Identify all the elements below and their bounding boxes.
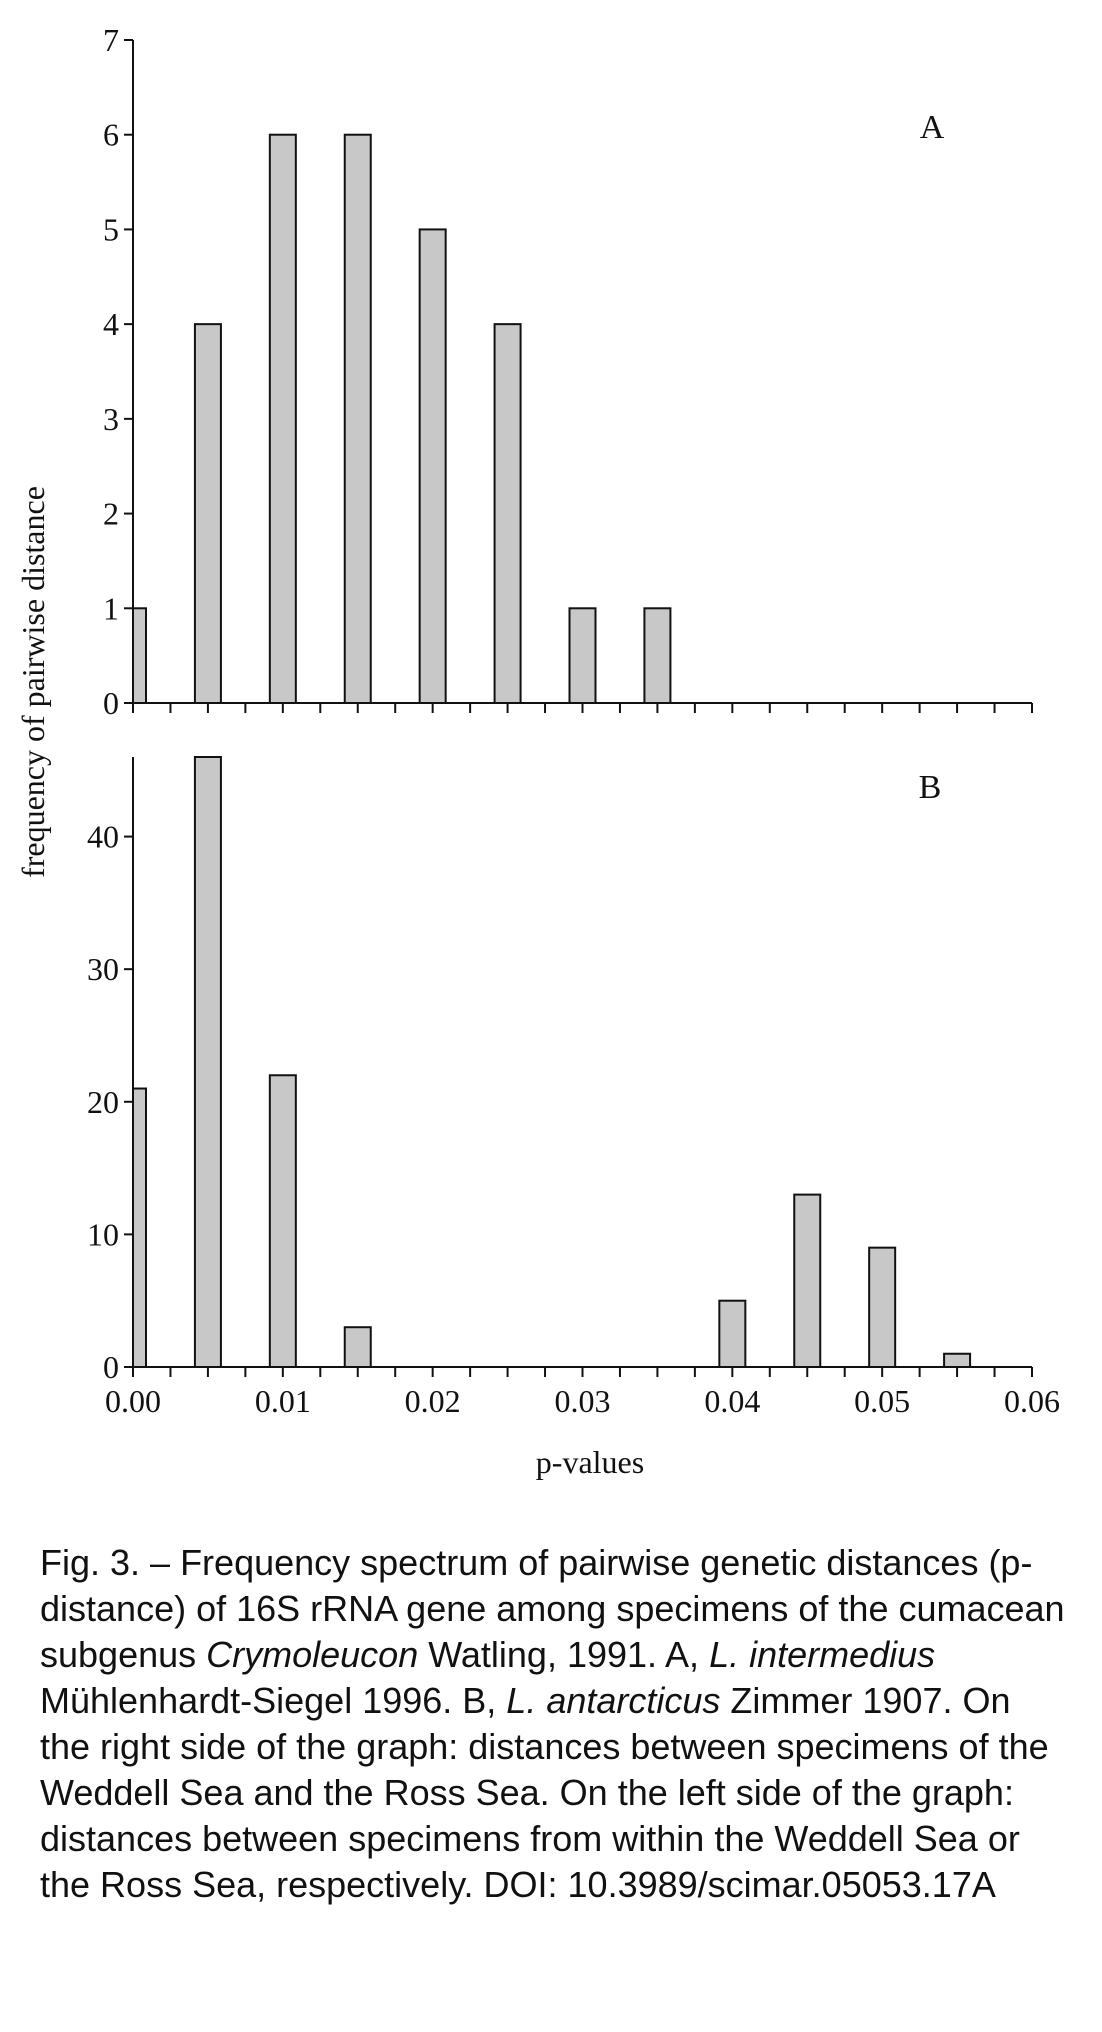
y-tick-label: 5 bbox=[103, 211, 119, 247]
x-tick-label: 0.06 bbox=[1004, 1383, 1060, 1419]
bar bbox=[132, 607, 147, 704]
y-axis-label: frequency of pairwise distance bbox=[15, 486, 51, 878]
y-tick-label: 40 bbox=[87, 819, 119, 855]
bar bbox=[793, 1193, 822, 1368]
x-tick-label: 0.01 bbox=[255, 1383, 311, 1419]
caption-genus: Crymoleucon bbox=[206, 1634, 419, 1675]
x-tick-label: 0.00 bbox=[105, 1383, 161, 1419]
bar bbox=[268, 133, 297, 704]
bar bbox=[193, 323, 222, 704]
panel-letter: B bbox=[919, 769, 942, 806]
y-tick-label: 2 bbox=[103, 496, 119, 532]
bar bbox=[132, 1087, 147, 1368]
bar bbox=[643, 607, 672, 704]
caption-species-b: L. antarcticus bbox=[506, 1680, 721, 1721]
y-tick-label: 0 bbox=[103, 685, 119, 721]
bar bbox=[343, 1326, 372, 1369]
caption-text: Watling, 1991. A, bbox=[418, 1634, 710, 1675]
x-axis-label: p-values bbox=[536, 1444, 644, 1480]
caption-text: Zimmer 1907. On the right side of the gr… bbox=[40, 1680, 1049, 1905]
bar bbox=[493, 323, 522, 704]
bar bbox=[193, 756, 222, 1368]
caption-text: Mühlenhardt-Siegel 1996. B, bbox=[40, 1680, 507, 1721]
figure-caption: Fig. 3. – Frequency spectrum of pairwise… bbox=[40, 1540, 1070, 1908]
y-tick-label: 3 bbox=[103, 401, 119, 437]
panel-letter: A bbox=[920, 109, 945, 146]
y-tick-label: 7 bbox=[103, 22, 119, 58]
x-tick-label: 0.05 bbox=[854, 1383, 910, 1419]
y-tick-label: 20 bbox=[87, 1084, 119, 1120]
bar bbox=[718, 1299, 747, 1369]
bar bbox=[343, 133, 372, 704]
bar bbox=[568, 607, 597, 704]
x-tick-label: 0.04 bbox=[704, 1383, 760, 1419]
panel-a: 0 1 2 3 4 5 6 7 A bbox=[103, 22, 1033, 721]
x-tick-label: 0.03 bbox=[555, 1383, 611, 1419]
caption-text: Fig. 3. – Frequency spectrum of pairwise… bbox=[40, 1542, 1065, 1675]
y-tick-label: 1 bbox=[103, 590, 119, 626]
panel-b: 0 10 20 30 40 0.00 0.01 0.02 0.03 0.04 0.05 0.06 B bbox=[87, 756, 1060, 1419]
y-tick-label: 10 bbox=[87, 1216, 119, 1252]
y-tick-label: 0 bbox=[103, 1349, 119, 1385]
bar bbox=[268, 1074, 297, 1368]
bar bbox=[868, 1246, 897, 1369]
y-tick-label: 4 bbox=[103, 306, 119, 342]
x-tick-label: 0.02 bbox=[405, 1383, 461, 1419]
bar bbox=[418, 228, 447, 705]
caption-species-a: L. intermedius bbox=[709, 1634, 936, 1675]
y-tick-label: 30 bbox=[87, 951, 119, 987]
bar bbox=[943, 1352, 972, 1369]
y-tick-label: 6 bbox=[103, 117, 119, 153]
